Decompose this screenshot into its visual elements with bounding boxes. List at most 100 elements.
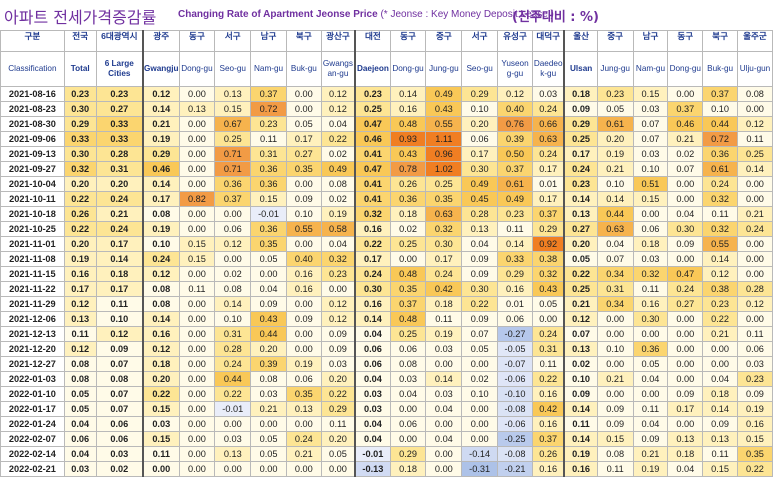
table-row: 2021-08-30 0.29 0.33 0.21 0.00 0.67 0.23 0.05 0.… [0, 116, 773, 132]
rate-cell: 0.04 [354, 326, 391, 342]
rate-cell: 0.08 [596, 446, 634, 462]
rate-cell: 0.24 [95, 221, 144, 237]
rate-cell: 0.24 [531, 326, 565, 342]
rate-cell: 0.30 [461, 281, 499, 297]
rate-cell: 0.28 [461, 206, 499, 222]
rate-cell: 0.07 [95, 401, 144, 417]
rate-cell: 0.23 [354, 86, 391, 102]
rate-cell: 0.04 [63, 416, 97, 432]
rate-cell: 0.33 [95, 116, 144, 132]
rate-cell: 0.12 [320, 86, 356, 102]
table-row: 2021-09-13 0.30 0.28 0.29 0.00 0.71 0.31 0.27 0.… [0, 146, 773, 162]
rate-cell: 0.14 [389, 86, 427, 102]
unit-label: (전주대비 : %) [512, 10, 599, 25]
rate-cell: 0.11 [425, 311, 463, 327]
rate-cell: 0.00 [596, 356, 634, 372]
rate-cell: 0.05 [320, 446, 356, 462]
rate-cell: 0.12 [563, 311, 598, 327]
rate-cell: 0.24 [736, 221, 773, 237]
rate-cell: 0.19 [736, 401, 773, 417]
rate-cell: -0.08 [497, 446, 533, 462]
rate-cell: 0.19 [285, 356, 322, 372]
rate-cell: 0.14 [596, 191, 634, 207]
rate-cell: 0.03 [389, 371, 427, 387]
rate-cell: 0.06 [632, 221, 669, 237]
rate-cell: 0.09 [596, 401, 634, 417]
rate-cell: 0.08 [320, 176, 356, 192]
rate-cell: 0.05 [531, 296, 565, 312]
rate-cell: 0.00 [389, 431, 427, 447]
rate-cell: 0.14 [214, 296, 252, 312]
row-date: 2021-12-13 [0, 326, 65, 342]
rate-cell: 0.29 [141, 146, 180, 162]
rate-cell: 0.25 [563, 131, 598, 147]
rate-cell: 1.11 [425, 131, 463, 147]
table-row: 2021-11-08 0.19 0.14 0.24 0.15 0.00 0.05 0.40 0.… [0, 251, 773, 267]
rate-cell: 0.67 [214, 116, 252, 132]
rate-cell: 0.00 [178, 341, 216, 357]
rate-cell: 0.09 [285, 311, 322, 327]
rate-cell: 0.00 [178, 386, 216, 402]
rate-cell: 0.05 [250, 431, 287, 447]
rate-cell: 0.09 [667, 236, 704, 252]
rate-cell: 0.00 [632, 206, 669, 222]
rate-cell: 0.18 [702, 386, 738, 402]
rate-cell: 0.02 [563, 356, 598, 372]
table-row: 2021-12-20 0.12 0.09 0.12 0.00 0.28 0.20 0.00 0.… [0, 341, 773, 357]
rate-cell: 0.04 [461, 236, 499, 252]
rate-cell: 0.21 [285, 446, 322, 462]
rate-cell: 0.00 [214, 416, 252, 432]
rate-cell: 0.43 [531, 281, 565, 297]
rate-cell: 0.14 [425, 371, 463, 387]
rate-cell: 0.14 [563, 191, 598, 207]
row-date: 2021-10-11 [0, 191, 65, 207]
rate-cell: 0.11 [178, 281, 216, 297]
rate-cell: 0.20 [250, 341, 287, 357]
rate-cell: 0.49 [497, 191, 533, 207]
rate-cell: 0.14 [563, 431, 598, 447]
rate-cell: 0.28 [95, 146, 144, 162]
rate-cell: 0.08 [389, 356, 427, 372]
rate-cell: 0.00 [178, 311, 216, 327]
rate-cell: 0.18 [389, 206, 427, 222]
rate-cell: 0.35 [736, 446, 773, 462]
rate-cell: 0.12 [63, 341, 97, 357]
rate-cell: 0.30 [425, 236, 463, 252]
row-date: 2022-01-10 [0, 386, 65, 402]
rate-cell: 0.15 [178, 236, 216, 252]
rate-cell: 0.00 [667, 251, 704, 267]
rate-cell: 0.10 [702, 101, 738, 117]
rate-cell: 0.06 [95, 416, 144, 432]
rate-cell: 0.03 [425, 341, 463, 357]
rate-cell: 0.05 [285, 116, 322, 132]
rate-cell: 0.19 [596, 146, 634, 162]
rate-cell: 0.23 [736, 371, 773, 387]
row-date: 2021-11-08 [0, 251, 65, 267]
rate-cell: 0.11 [497, 221, 533, 237]
rate-cell: 0.17 [63, 281, 97, 297]
rate-cell: 0.06 [95, 431, 144, 447]
rate-cell: 0.03 [632, 251, 669, 267]
rate-cell: 0.10 [141, 236, 180, 252]
jeonse-rate-table: 구분 전국 6대광역시 광주 동구 서구 남구 북구 광산구 대전 동구 중구 서구 유성구 대덕구 울산 중구… [0, 30, 773, 477]
rate-cell: 0.05 [461, 341, 499, 357]
rate-cell: 0.00 [178, 431, 216, 447]
rate-cell: 0.00 [632, 386, 669, 402]
rate-cell: 0.82 [178, 191, 216, 207]
rate-cell: 0.17 [95, 236, 144, 252]
rate-cell: 0.22 [63, 191, 97, 207]
rate-cell: 0.51 [632, 176, 669, 192]
rate-cell: 0.00 [736, 251, 773, 267]
header-en-0: Classification [0, 51, 65, 87]
rate-cell: 0.47 [667, 266, 704, 282]
rate-cell: 0.00 [736, 101, 773, 117]
rate-cell: 0.00 [596, 326, 634, 342]
rate-cell: 0.13 [702, 431, 738, 447]
rate-cell: 0.04 [63, 446, 97, 462]
rate-cell: 0.63 [596, 221, 634, 237]
rate-cell: 0.07 [632, 116, 669, 132]
rate-cell: 0.04 [354, 371, 391, 387]
rate-cell: 0.31 [596, 281, 634, 297]
table-row: 2021-10-18 0.26 0.21 0.08 0.00 0.00 -0.01 0.10 0… [0, 206, 773, 222]
rate-cell: 0.22 [320, 131, 356, 147]
